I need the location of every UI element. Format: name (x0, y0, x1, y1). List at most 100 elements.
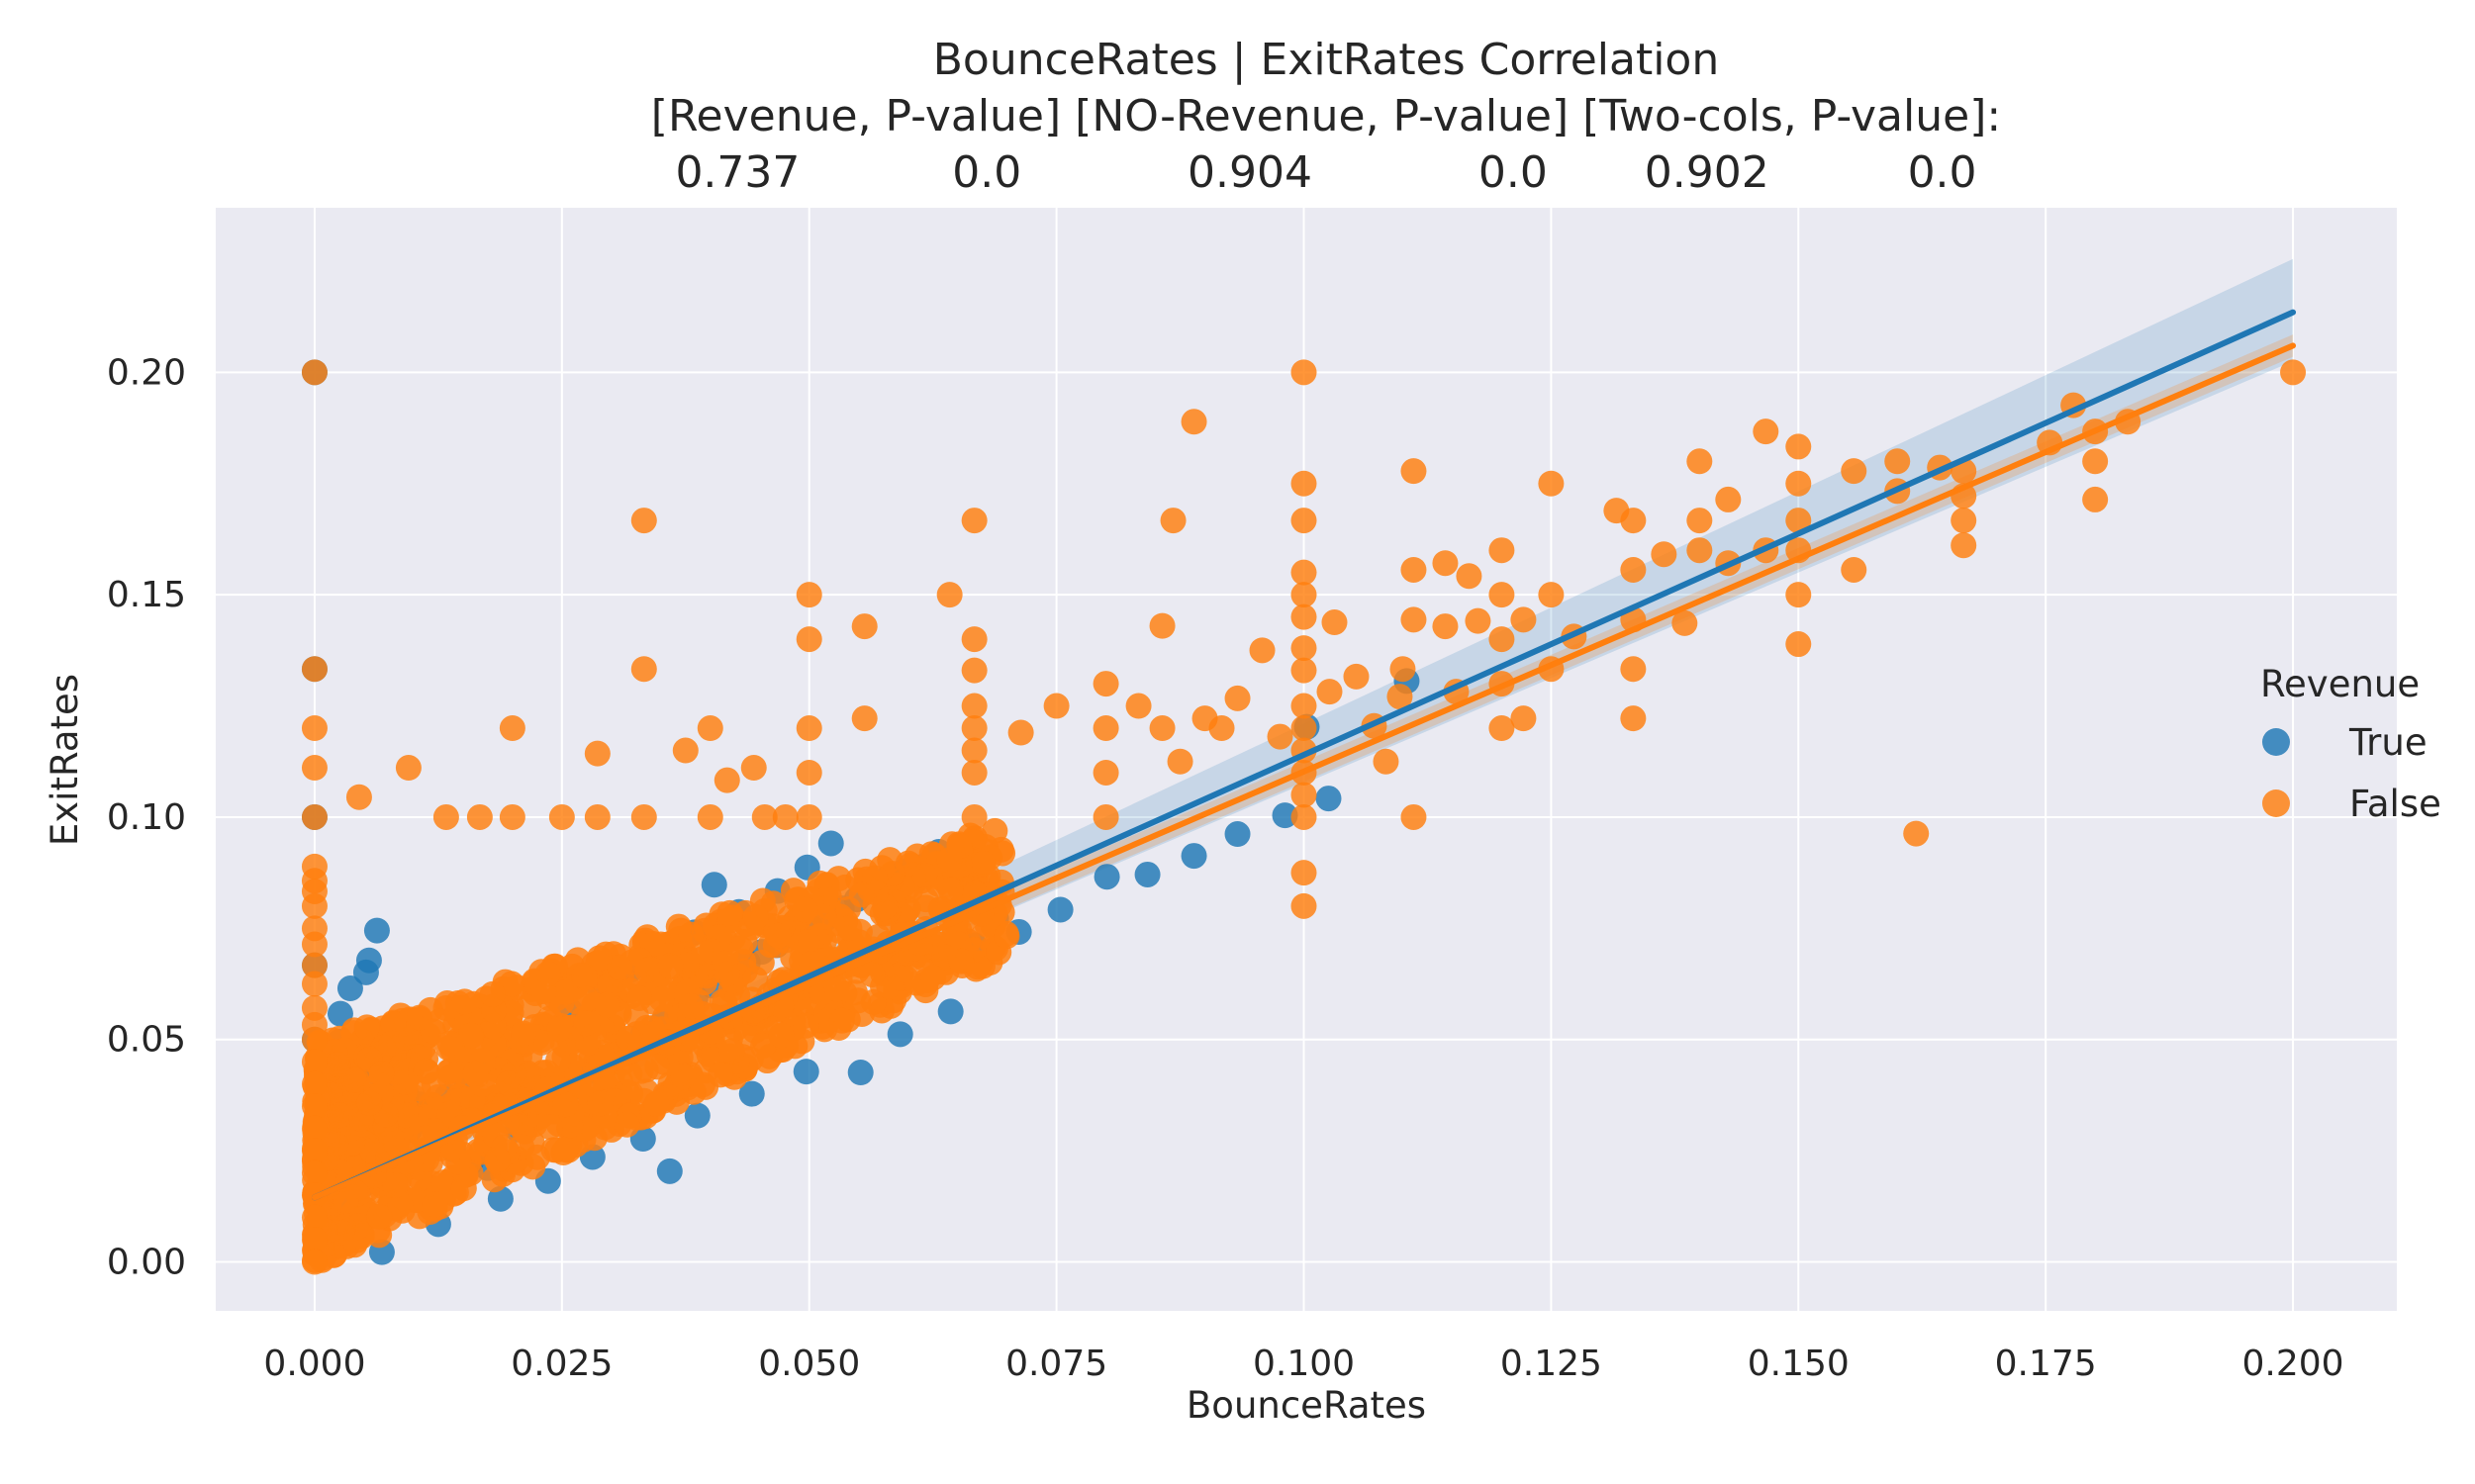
point-true (701, 872, 727, 898)
point-true (887, 1021, 913, 1048)
point-false (643, 1090, 670, 1117)
title-line-1: BounceRates | ExitRates Correlation (933, 35, 1720, 85)
regression-line-true (311, 309, 2297, 1201)
point-false (584, 803, 611, 830)
point-false (912, 886, 939, 913)
point-false (458, 1022, 485, 1049)
point-false (1267, 723, 1293, 750)
point-true (1181, 843, 1207, 870)
point-false (1686, 448, 1713, 475)
point-false (557, 1112, 584, 1139)
point-true (684, 1102, 711, 1129)
point-false (1290, 892, 1317, 919)
point-false (301, 359, 328, 386)
point-false (648, 985, 675, 1012)
x-axis-ticks: 0.000 0.025 0.050 0.075 0.100 0.125 0.150 0.175… (263, 1344, 2343, 1384)
point-false (616, 1025, 642, 1052)
point-true (336, 975, 363, 1002)
point-false (1488, 582, 1515, 608)
point-false (937, 877, 964, 903)
point-false (1715, 486, 1742, 512)
point-false (1884, 448, 1911, 475)
point-false (301, 1249, 328, 1275)
point-false (697, 715, 723, 742)
point-false (301, 1227, 328, 1253)
point-false (678, 921, 705, 948)
point-true (1047, 896, 1074, 923)
point-false (961, 626, 988, 653)
point-true (937, 998, 964, 1025)
point-false (496, 1070, 523, 1097)
point-false (1785, 631, 1812, 658)
y-tick-label: 0.20 (107, 352, 186, 393)
point-false (499, 803, 525, 830)
point-false (961, 508, 988, 534)
point-false (422, 1118, 448, 1145)
point-false (708, 1062, 734, 1088)
point-false (378, 1126, 405, 1153)
point-false (484, 1147, 511, 1173)
point-true (1134, 861, 1161, 887)
point-false (1389, 656, 1416, 683)
point-false (1043, 693, 1070, 719)
legend-marker-true (2262, 728, 2290, 756)
legend-title: Revenue (2260, 663, 2420, 705)
point-false (552, 1091, 579, 1118)
point-false (1290, 559, 1317, 586)
x-tick-label: 0.150 (1748, 1344, 1850, 1384)
point-false (545, 1048, 572, 1074)
x-axis-label: BounceRates (1187, 1384, 1426, 1427)
point-false (552, 1137, 579, 1163)
regression-lines (311, 309, 2297, 1201)
point-false (2082, 486, 2109, 512)
point-false (1290, 603, 1317, 630)
point-false (395, 755, 422, 782)
point-false (851, 613, 878, 640)
point-false (678, 993, 705, 1020)
point-false (301, 656, 328, 683)
point-false (573, 1010, 600, 1037)
point-false (1903, 820, 1930, 847)
point-false (1290, 860, 1317, 886)
point-false (961, 657, 988, 684)
point-false (1488, 626, 1515, 653)
point-false (378, 1030, 405, 1057)
point-false (499, 715, 525, 742)
point-false (1400, 556, 1427, 583)
point-false (796, 582, 822, 608)
point-true (817, 830, 844, 857)
point-false (768, 1022, 795, 1049)
point-false (1343, 663, 1370, 690)
title-line-3: 0.737 0.0 0.904 0.0 0.902 0.0 (675, 147, 1976, 198)
point-false (301, 952, 328, 978)
point-false (301, 1070, 328, 1097)
y-tick-label: 0.10 (107, 797, 186, 838)
point-false (1686, 508, 1713, 534)
point-false (1465, 607, 1491, 634)
legend-marker-false (2262, 789, 2290, 817)
point-false (823, 975, 850, 1002)
point-false (382, 1171, 409, 1198)
point-false (697, 803, 723, 830)
point-false (765, 922, 792, 949)
y-axis-label: ExitRates (44, 674, 86, 846)
point-false (1249, 637, 1276, 664)
x-tick-label: 0.100 (1253, 1344, 1355, 1384)
point-false (301, 1204, 328, 1231)
point-false (714, 767, 740, 793)
point-false (796, 759, 822, 786)
point-false (1208, 715, 1235, 742)
point-false (301, 971, 328, 997)
point-false (380, 1011, 407, 1038)
point-false (970, 851, 997, 877)
point-false (714, 961, 740, 987)
point-false (1538, 470, 1565, 497)
point-false (499, 971, 525, 997)
point-false (1093, 715, 1119, 742)
point-false (552, 978, 579, 1005)
point-false (1386, 684, 1413, 710)
point-false (961, 737, 988, 764)
point-true (1094, 864, 1120, 890)
point-false (2280, 359, 2307, 386)
